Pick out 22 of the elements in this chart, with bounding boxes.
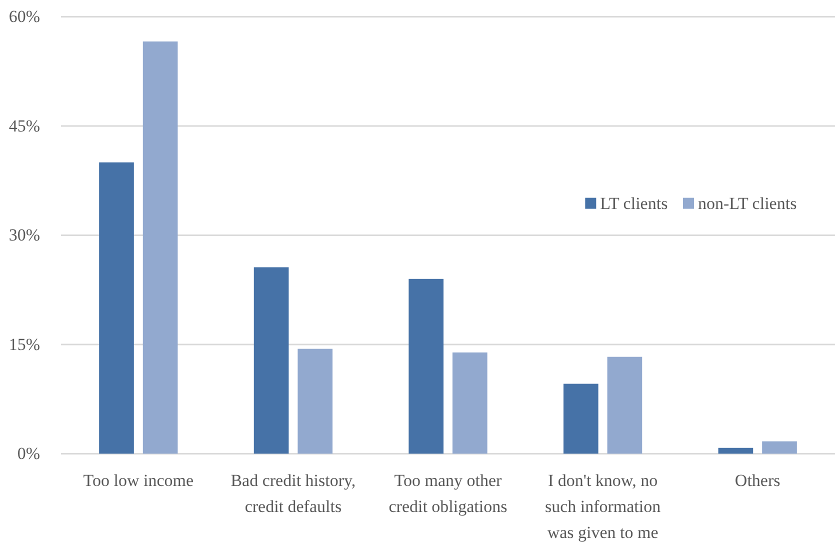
- bar: [142, 41, 178, 454]
- x-tick-label: Too many other credit obligations: [388, 471, 508, 516]
- x-tick-label: I don't know, no such information was given to me: [544, 471, 662, 542]
- bar: [563, 384, 598, 454]
- y-tick-label: 15%: [8, 334, 40, 354]
- bar: [408, 278, 444, 454]
- y-tick-label: 45%: [8, 116, 40, 136]
- bar: [254, 267, 289, 454]
- y-tick-label: 0%: [17, 444, 40, 464]
- legend-label: non-LT clients: [698, 194, 797, 213]
- x-tick-label: Too low income: [83, 471, 194, 490]
- legend-label: LT clients: [600, 194, 668, 213]
- bar: [718, 448, 754, 454]
- y-tick-label: 30%: [8, 226, 40, 245]
- bar: [762, 441, 797, 454]
- bar: [452, 352, 488, 454]
- y-tick-label: 60%: [8, 7, 40, 26]
- bar: [298, 348, 333, 454]
- bar: [607, 356, 642, 454]
- bar: [99, 162, 134, 454]
- x-tick-label: Bad credit history, credit defaults: [230, 471, 356, 516]
- x-tick-label: Others: [734, 471, 780, 490]
